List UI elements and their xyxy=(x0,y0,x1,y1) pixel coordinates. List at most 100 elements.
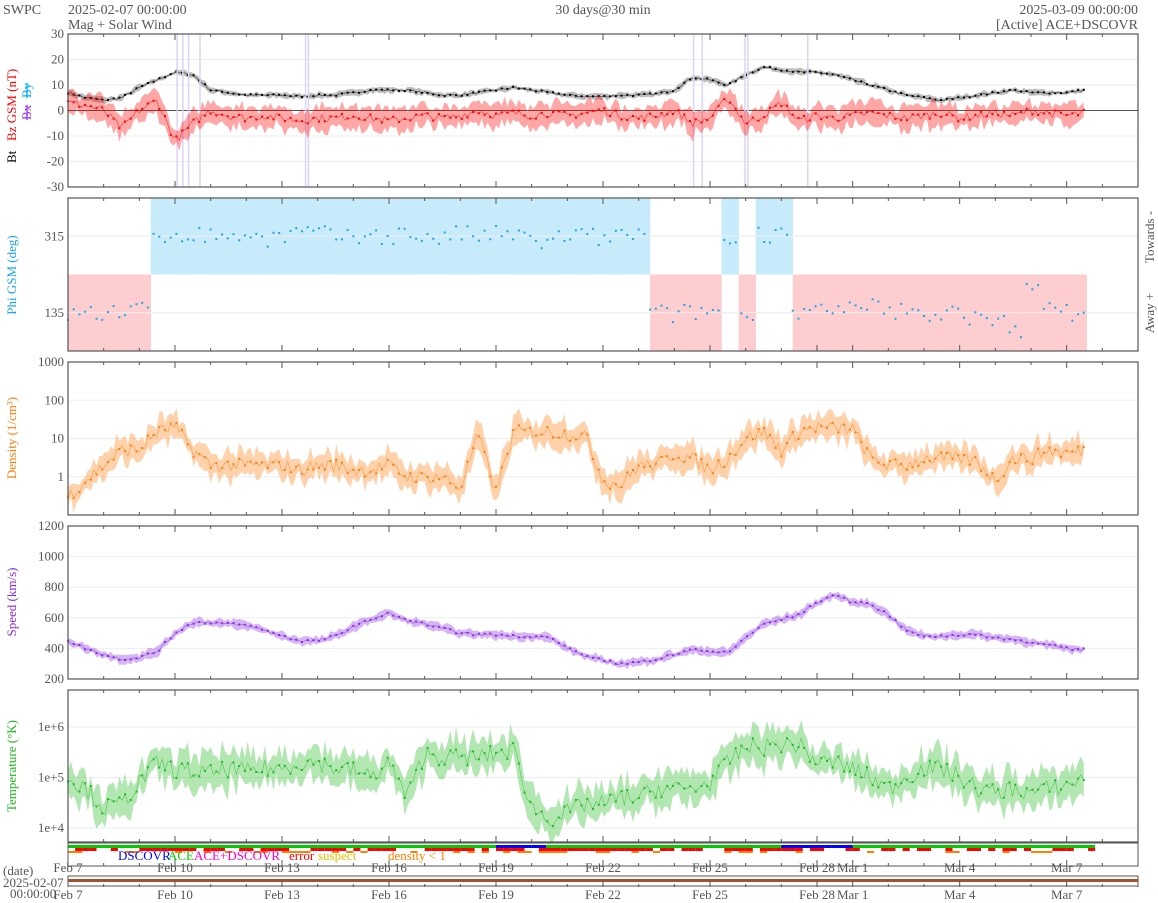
bt-point xyxy=(283,94,286,97)
bz-point xyxy=(609,115,612,118)
y-tick-label: 10 xyxy=(51,431,64,446)
temperature-point xyxy=(295,766,298,769)
bz-point xyxy=(437,113,440,116)
phi-point xyxy=(335,238,338,241)
bt-point xyxy=(734,80,737,83)
speed-point xyxy=(1048,643,1051,646)
x-tick-label: Feb 28 xyxy=(799,887,835,902)
phi-point xyxy=(215,238,218,241)
bx-negative-bar xyxy=(304,34,307,187)
speed-point xyxy=(706,650,709,653)
phi-point xyxy=(226,237,229,240)
bt-point xyxy=(888,90,891,93)
density-point xyxy=(1031,463,1034,466)
speed-point xyxy=(797,613,800,616)
temperature-point xyxy=(774,743,777,746)
speed-point xyxy=(232,622,235,625)
bt-point xyxy=(945,97,948,100)
bz-point xyxy=(614,109,617,112)
phi-point xyxy=(574,229,577,232)
bz-point xyxy=(837,119,840,122)
bz-point xyxy=(586,111,589,114)
phi-point xyxy=(666,307,669,310)
bz-point xyxy=(643,119,646,122)
bt-point xyxy=(203,83,206,86)
dscovr-source-bar xyxy=(538,845,546,848)
speed-point xyxy=(814,601,817,604)
density-point xyxy=(620,486,623,489)
temperature-point xyxy=(671,784,674,787)
speed-point xyxy=(323,638,326,641)
phi-point xyxy=(774,228,777,231)
phi-point xyxy=(506,230,509,233)
density-point xyxy=(786,441,789,444)
speed-point xyxy=(238,623,241,626)
phi-point xyxy=(472,235,475,238)
temperature-point xyxy=(403,797,406,800)
phi-point xyxy=(780,227,783,230)
speed-point xyxy=(746,635,749,638)
speed-point xyxy=(243,623,246,626)
temperature-point xyxy=(169,760,172,763)
phi-point xyxy=(603,234,606,237)
speed-point xyxy=(477,632,480,635)
speed-point xyxy=(620,661,623,664)
bt-point xyxy=(723,83,726,86)
density-point xyxy=(283,468,286,471)
phi-point xyxy=(626,234,629,237)
temperature-point xyxy=(369,776,372,779)
bz-point xyxy=(917,113,920,116)
error-flag xyxy=(881,848,889,851)
density-point xyxy=(631,469,634,472)
bt-point xyxy=(917,95,920,98)
x-tick-label: Feb 25 xyxy=(692,860,728,875)
density-point xyxy=(124,449,127,452)
density-point xyxy=(894,458,897,461)
bz-point xyxy=(158,107,161,110)
dscovr-source-bar xyxy=(531,845,539,848)
phi-point xyxy=(272,231,275,234)
temperature-point xyxy=(694,790,697,793)
phi-point xyxy=(483,229,486,232)
temperature-point xyxy=(386,756,389,759)
error-flag xyxy=(367,848,375,851)
temperature-point xyxy=(592,807,595,810)
bz-point xyxy=(1025,107,1028,110)
temperature-point xyxy=(808,760,811,763)
bt-point xyxy=(443,95,446,98)
phi-point xyxy=(221,233,224,236)
temperature-point xyxy=(831,766,834,769)
bz-point xyxy=(871,110,874,113)
temperature-point xyxy=(911,781,914,784)
bt-point xyxy=(774,68,777,71)
phi-point xyxy=(654,307,657,310)
x-tick-label: Feb 22 xyxy=(585,860,621,875)
speed-point xyxy=(854,601,857,604)
bz-point xyxy=(848,113,851,116)
density-point xyxy=(763,426,766,429)
speed-point xyxy=(84,648,87,651)
density-flag xyxy=(260,851,268,853)
density-point xyxy=(843,423,846,426)
bt-point xyxy=(1042,91,1045,94)
temperature-point xyxy=(860,776,863,779)
temperature-point xyxy=(226,776,229,779)
phi-point xyxy=(375,229,378,232)
bx-label: Bx xyxy=(19,104,34,120)
density-flag xyxy=(481,851,489,853)
date-range-bar[interactable] xyxy=(68,879,1138,882)
bz-point xyxy=(1054,109,1057,112)
error-flag xyxy=(203,848,211,851)
temperature-point xyxy=(900,782,903,785)
dscovr-source-bar xyxy=(795,845,803,848)
bz-point xyxy=(980,110,983,113)
speed-point xyxy=(883,610,886,613)
bz-point xyxy=(238,113,241,116)
error-flag xyxy=(431,848,439,851)
phi-point xyxy=(917,309,920,312)
bt-point xyxy=(666,91,669,94)
bt-point xyxy=(728,82,731,85)
speed-point xyxy=(346,629,349,632)
bt-point xyxy=(426,91,429,94)
density-point xyxy=(1054,448,1057,451)
